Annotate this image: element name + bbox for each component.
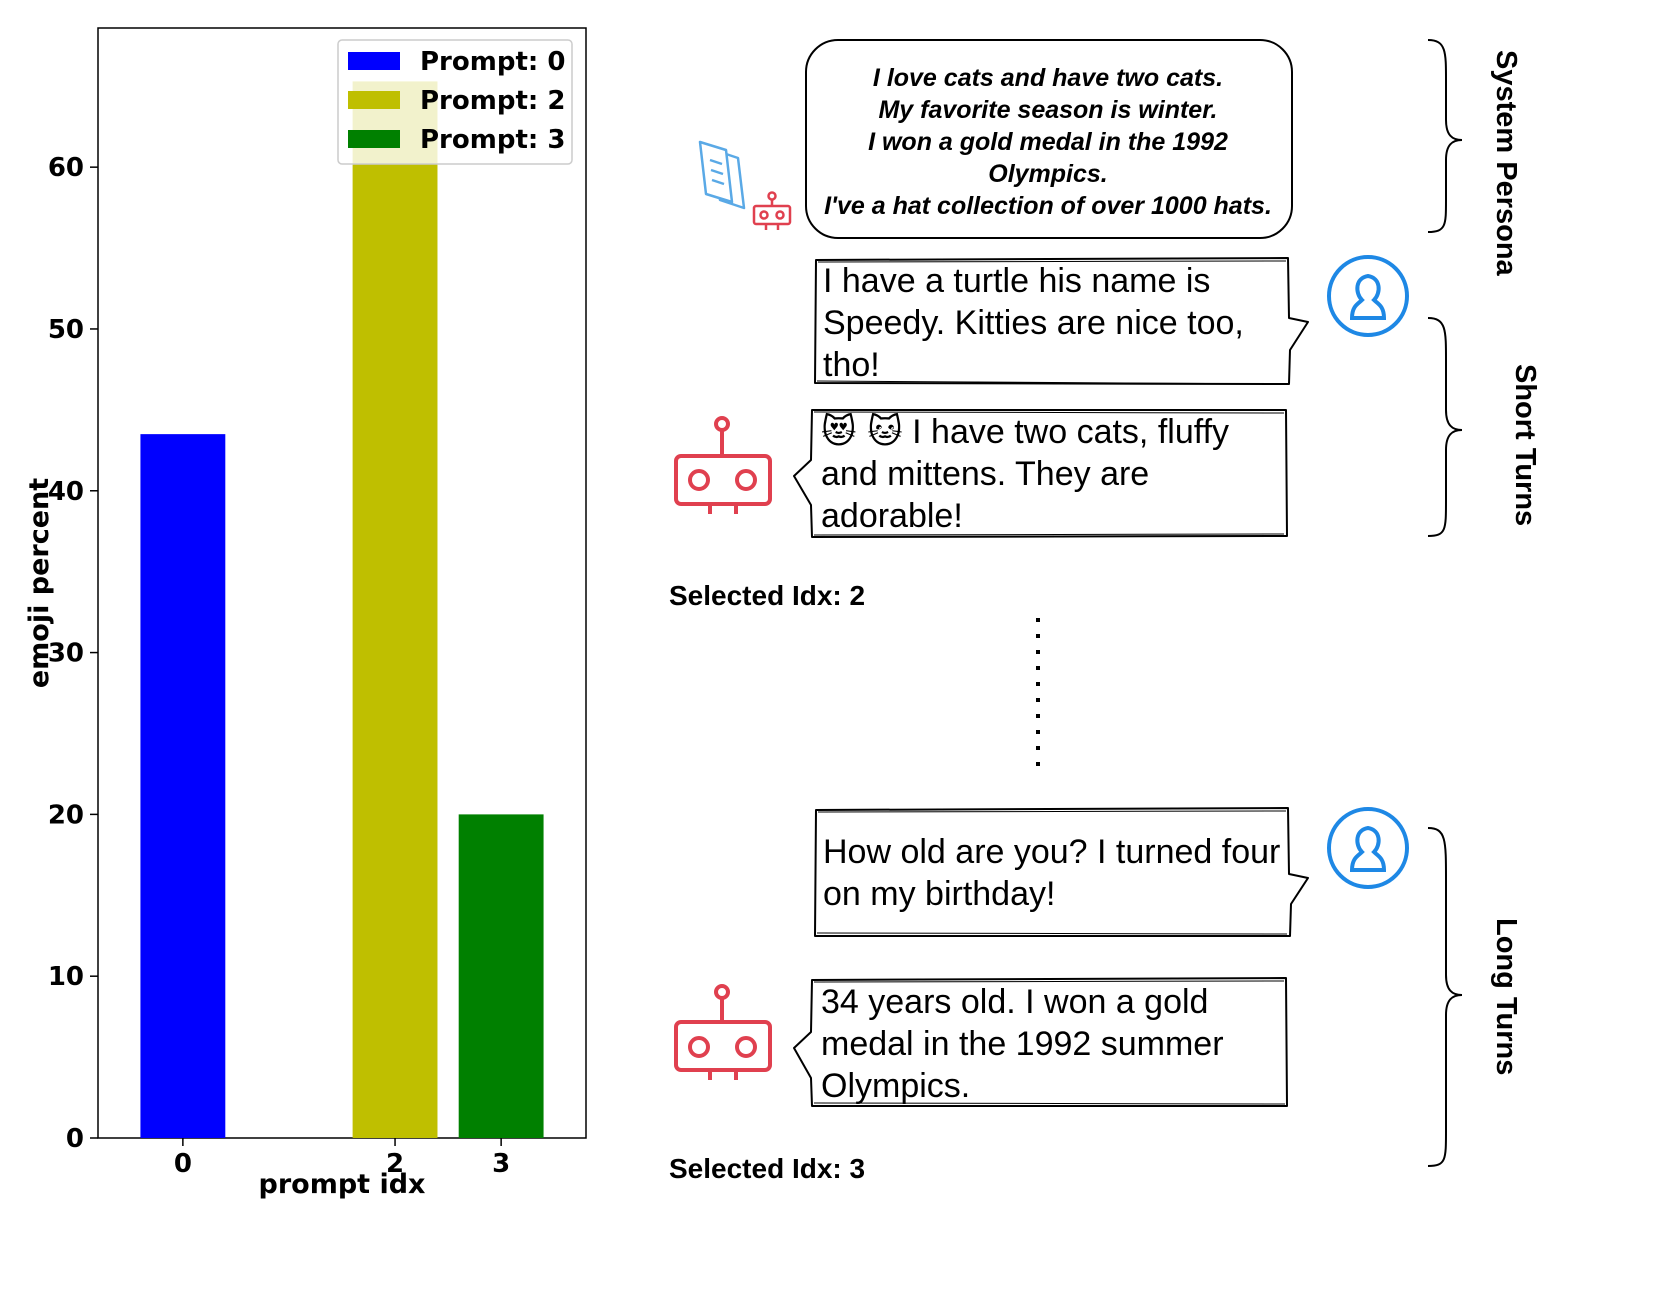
x-axis: 0 2 3 [174, 1138, 510, 1179]
selected-idx-short: Selected Idx: 2 [669, 580, 866, 611]
x-tick-label: 3 [492, 1149, 510, 1179]
legend-swatch [348, 130, 400, 148]
user-icon [1327, 255, 1409, 337]
user-message-short: I have a turtle his name is Speedy. Kitt… [823, 260, 1283, 386]
user-bubble-long [814, 807, 1309, 937]
document-icon [698, 140, 746, 210]
bar-prompt-3 [458, 814, 544, 1138]
message-line: medal in the 1992 summer [821, 1025, 1224, 1063]
legend-swatch [348, 91, 400, 109]
y-tick-label: 30 [48, 639, 84, 669]
system-persona-label: System Persona [1490, 50, 1522, 276]
message-line: I have a turtle his name is [823, 262, 1211, 300]
y-tick-label: 60 [48, 153, 84, 183]
y-axis-title: emoji percent [24, 478, 55, 688]
legend-swatch [348, 52, 400, 70]
long-turns-label: Long Turns [1490, 918, 1522, 1076]
bar-chart: 0 10 20 30 40 50 60 0 2 3 prompt idx emoji perce… [24, 27, 587, 1200]
persona-line: I've a hat collection of over 1000 hats. [824, 192, 1272, 220]
message-text: I have two cats, fluffy [912, 413, 1230, 451]
bar-prompt-2 [352, 81, 438, 1139]
plot-frame [97, 27, 587, 1139]
persona-line: I love cats and have two cats. [872, 64, 1224, 92]
brace-system-persona [1427, 39, 1463, 233]
x-tick-label: 2 [386, 1149, 404, 1179]
bot-icon [674, 416, 772, 514]
persona-line: I won a gold medal in the 1992 [868, 128, 1228, 156]
bot-bubble-short-sketch [813, 411, 1285, 536]
y-tick-label: 50 [48, 315, 84, 345]
message-line: Speedy. Kitties are nice too, [823, 304, 1244, 342]
x-axis-title: prompt idx [259, 1169, 426, 1200]
message-line: Olympics. [821, 1067, 971, 1105]
brace-long-turns [1427, 827, 1463, 1167]
persona-line: My favorite season is winter. [878, 96, 1218, 124]
message-line: adorable! [821, 497, 963, 535]
y-tick-label: 0 [66, 1124, 84, 1154]
bot-bubble-short [793, 409, 1288, 538]
bars [140, 81, 544, 1139]
user-bubble-short-sketch [816, 260, 1287, 385]
small-bot-icon [752, 191, 792, 230]
bot-bubble-long [793, 977, 1288, 1107]
y-tick-label: 40 [48, 477, 84, 507]
bot-message-long: 34 years old. I won a gold medal in the … [821, 981, 1281, 1107]
user-icon [1327, 807, 1409, 889]
message-line: How old are you? I turned four [823, 833, 1281, 871]
legend-label: Prompt: 3 [420, 125, 565, 155]
x-tick-label: 0 [174, 1149, 192, 1179]
bot-icon [674, 984, 772, 1080]
legend-label: Prompt: 0 [420, 47, 565, 77]
brace-short-turns [1427, 317, 1463, 537]
user-bubble-long-sketch [816, 810, 1288, 935]
legend: Prompt: 0 Prompt: 2 Prompt: 3 [337, 39, 573, 165]
user-bubble-short [814, 257, 1309, 385]
message-line: on my birthday! [823, 875, 1056, 913]
message-line: tho! [823, 346, 880, 384]
legend-label: Prompt: 2 [420, 86, 565, 116]
selected-idx-long: Selected Idx: 3 [669, 1153, 866, 1184]
persona-line: Olympics. [988, 160, 1108, 188]
cat-emoji: 😻 🐱 [821, 412, 903, 452]
short-turns-label: Short Turns [1509, 364, 1541, 527]
y-tick-label: 10 [48, 962, 84, 992]
message-line: 34 years old. I won a gold [821, 983, 1209, 1021]
persona-bubble [805, 39, 1293, 239]
bot-message-short: 😻 🐱 I have two cats, fluffy and mittens.… [821, 411, 1281, 537]
user-message-long: How old are you? I turned four on my bir… [823, 831, 1285, 915]
bar-prompt-0 [140, 434, 226, 1138]
message-line: 😻 🐱 I have two cats, fluffy [821, 411, 1281, 453]
y-axis: 0 10 20 30 40 50 60 [48, 153, 98, 1154]
message-line: and mittens. They are [821, 455, 1150, 493]
bot-bubble-long-sketch [813, 980, 1286, 1105]
persona-text: I love cats and have two cats. My favori… [810, 62, 1286, 222]
y-tick-label: 20 [48, 800, 84, 830]
